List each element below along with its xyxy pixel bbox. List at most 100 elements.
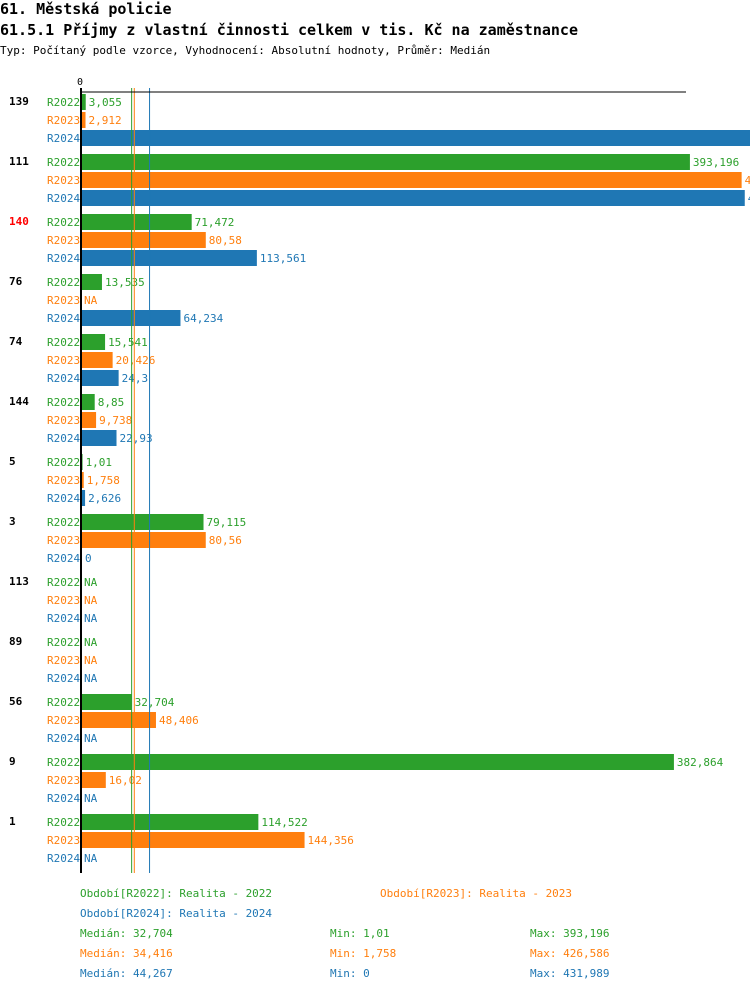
bar-r2024 bbox=[81, 190, 745, 206]
group-label: 139 bbox=[9, 95, 29, 108]
series-label-r2024: R2024 bbox=[47, 312, 80, 325]
bar-value-label: 79,115 bbox=[207, 516, 247, 529]
stat-max-r2023: Max: 426,586 bbox=[530, 947, 610, 960]
series-label-r2024: R2024 bbox=[47, 372, 80, 385]
group-label: 144 bbox=[9, 395, 29, 408]
bar-value-label: 9,738 bbox=[99, 414, 132, 427]
bar-value-label: NA bbox=[84, 594, 98, 607]
bar-value-label: 32,704 bbox=[135, 696, 175, 709]
group-label: 89 bbox=[9, 635, 22, 648]
bar-r2023 bbox=[81, 712, 156, 728]
stat-median-r2022: Medián: 32,704 bbox=[80, 927, 173, 940]
bar-value-label: 13,535 bbox=[105, 276, 145, 289]
group-label: 56 bbox=[9, 695, 23, 708]
bar-r2023 bbox=[81, 832, 305, 848]
series-label-r2024: R2024 bbox=[47, 432, 80, 445]
group-label: 1 bbox=[9, 815, 16, 828]
page-title: 61. Městská policie bbox=[0, 0, 172, 18]
stat-min-r2024: Min: 0 bbox=[330, 967, 370, 980]
bar-value-label: NA bbox=[84, 576, 98, 589]
bar-value-label: NA bbox=[84, 612, 98, 625]
bar-r2022 bbox=[81, 694, 132, 710]
bar-r2022 bbox=[81, 814, 259, 830]
bar-value-label: 0 bbox=[85, 552, 92, 565]
bar-value-label: 428,608 bbox=[748, 192, 750, 205]
bar-value-label: 382,864 bbox=[677, 756, 724, 769]
bar-r2024 bbox=[81, 310, 181, 326]
bar-value-label: 114,522 bbox=[261, 816, 307, 829]
bar-value-label: 80,58 bbox=[209, 234, 242, 247]
bar-r2023 bbox=[81, 772, 106, 788]
bar-value-label: 426,586 bbox=[745, 174, 750, 187]
series-label-r2022: R2022 bbox=[47, 816, 80, 829]
series-label-r2024: R2024 bbox=[47, 672, 80, 685]
series-label-r2023: R2023 bbox=[47, 834, 80, 847]
bar-r2022 bbox=[81, 754, 674, 770]
series-label-r2024: R2024 bbox=[47, 252, 80, 265]
series-label-r2024: R2024 bbox=[47, 732, 80, 745]
series-label-r2022: R2022 bbox=[47, 336, 80, 349]
bar-value-label: 113,561 bbox=[260, 252, 306, 265]
bar-r2023 bbox=[81, 352, 113, 368]
series-label-r2024: R2024 bbox=[47, 192, 80, 205]
stat-max-r2022: Max: 393,196 bbox=[530, 927, 610, 940]
bar-r2023 bbox=[81, 172, 742, 188]
bar-r2023 bbox=[81, 532, 206, 548]
series-label-r2023: R2023 bbox=[47, 474, 80, 487]
group-label: 113 bbox=[9, 575, 29, 588]
bar-value-label: 20,426 bbox=[116, 354, 156, 367]
chart-title: 61.5.1 Příjmy z vlastní činnosti celkem … bbox=[0, 21, 578, 39]
group-label: 140 bbox=[9, 215, 29, 228]
group-label: 111 bbox=[9, 155, 29, 168]
group-label: 3 bbox=[9, 515, 16, 528]
series-label-r2023: R2023 bbox=[47, 594, 80, 607]
series-label-r2023: R2023 bbox=[47, 114, 80, 127]
bar-value-label: NA bbox=[84, 654, 98, 667]
bar-value-label: NA bbox=[84, 792, 98, 805]
series-label-r2024: R2024 bbox=[47, 552, 80, 565]
bar-r2024 bbox=[81, 430, 117, 446]
bar-value-label: 2,626 bbox=[88, 492, 121, 505]
series-label-r2024: R2024 bbox=[47, 492, 80, 505]
bar-value-label: 80,56 bbox=[209, 534, 242, 547]
series-label-r2023: R2023 bbox=[47, 234, 80, 247]
bar-value-label: 15,541 bbox=[108, 336, 148, 349]
bar-r2022 bbox=[81, 394, 95, 410]
group-label: 76 bbox=[9, 275, 23, 288]
legend-r2023: Období[R2023]: Realita - 2023 bbox=[380, 887, 573, 900]
series-label-r2024: R2024 bbox=[47, 792, 80, 805]
bar-r2024 bbox=[81, 370, 119, 386]
bar-r2022 bbox=[81, 334, 106, 350]
bar-value-label: NA bbox=[84, 636, 98, 649]
bar-r2022 bbox=[81, 154, 690, 170]
stat-min-r2023: Min: 1,758 bbox=[330, 947, 397, 960]
series-label-r2023: R2023 bbox=[47, 354, 80, 367]
series-label-r2024: R2024 bbox=[47, 132, 80, 145]
bar-value-label: 22,93 bbox=[120, 432, 153, 445]
bar-r2024 bbox=[81, 130, 750, 146]
series-label-r2022: R2022 bbox=[47, 456, 80, 469]
series-label-r2023: R2023 bbox=[47, 534, 80, 547]
bar-value-label: 1,01 bbox=[86, 456, 113, 469]
bar-value-label: 48,406 bbox=[159, 714, 199, 727]
series-label-r2023: R2023 bbox=[47, 654, 80, 667]
bar-value-label: 71,472 bbox=[195, 216, 235, 229]
legend-r2022: Období[R2022]: Realita - 2022 bbox=[80, 887, 273, 900]
bar-value-label: 8,85 bbox=[98, 396, 125, 409]
bar-value-label: 64,234 bbox=[183, 312, 223, 325]
series-label-r2022: R2022 bbox=[47, 276, 80, 289]
series-label-r2023: R2023 bbox=[47, 774, 80, 787]
series-label-r2022: R2022 bbox=[47, 516, 80, 529]
bar-r2022 bbox=[81, 94, 86, 110]
group-label: 5 bbox=[9, 455, 16, 468]
bar-value-label: 3,055 bbox=[89, 96, 122, 109]
bar-value-label: 2,912 bbox=[89, 114, 122, 127]
bar-r2022 bbox=[81, 274, 102, 290]
bar-r2022 bbox=[81, 214, 192, 230]
bar-value-label: 1,758 bbox=[87, 474, 120, 487]
series-label-r2023: R2023 bbox=[47, 174, 80, 187]
series-label-r2022: R2022 bbox=[47, 216, 80, 229]
bar-r2023 bbox=[81, 112, 86, 128]
bar-r2023 bbox=[81, 232, 206, 248]
bar-value-label: NA bbox=[84, 294, 98, 307]
